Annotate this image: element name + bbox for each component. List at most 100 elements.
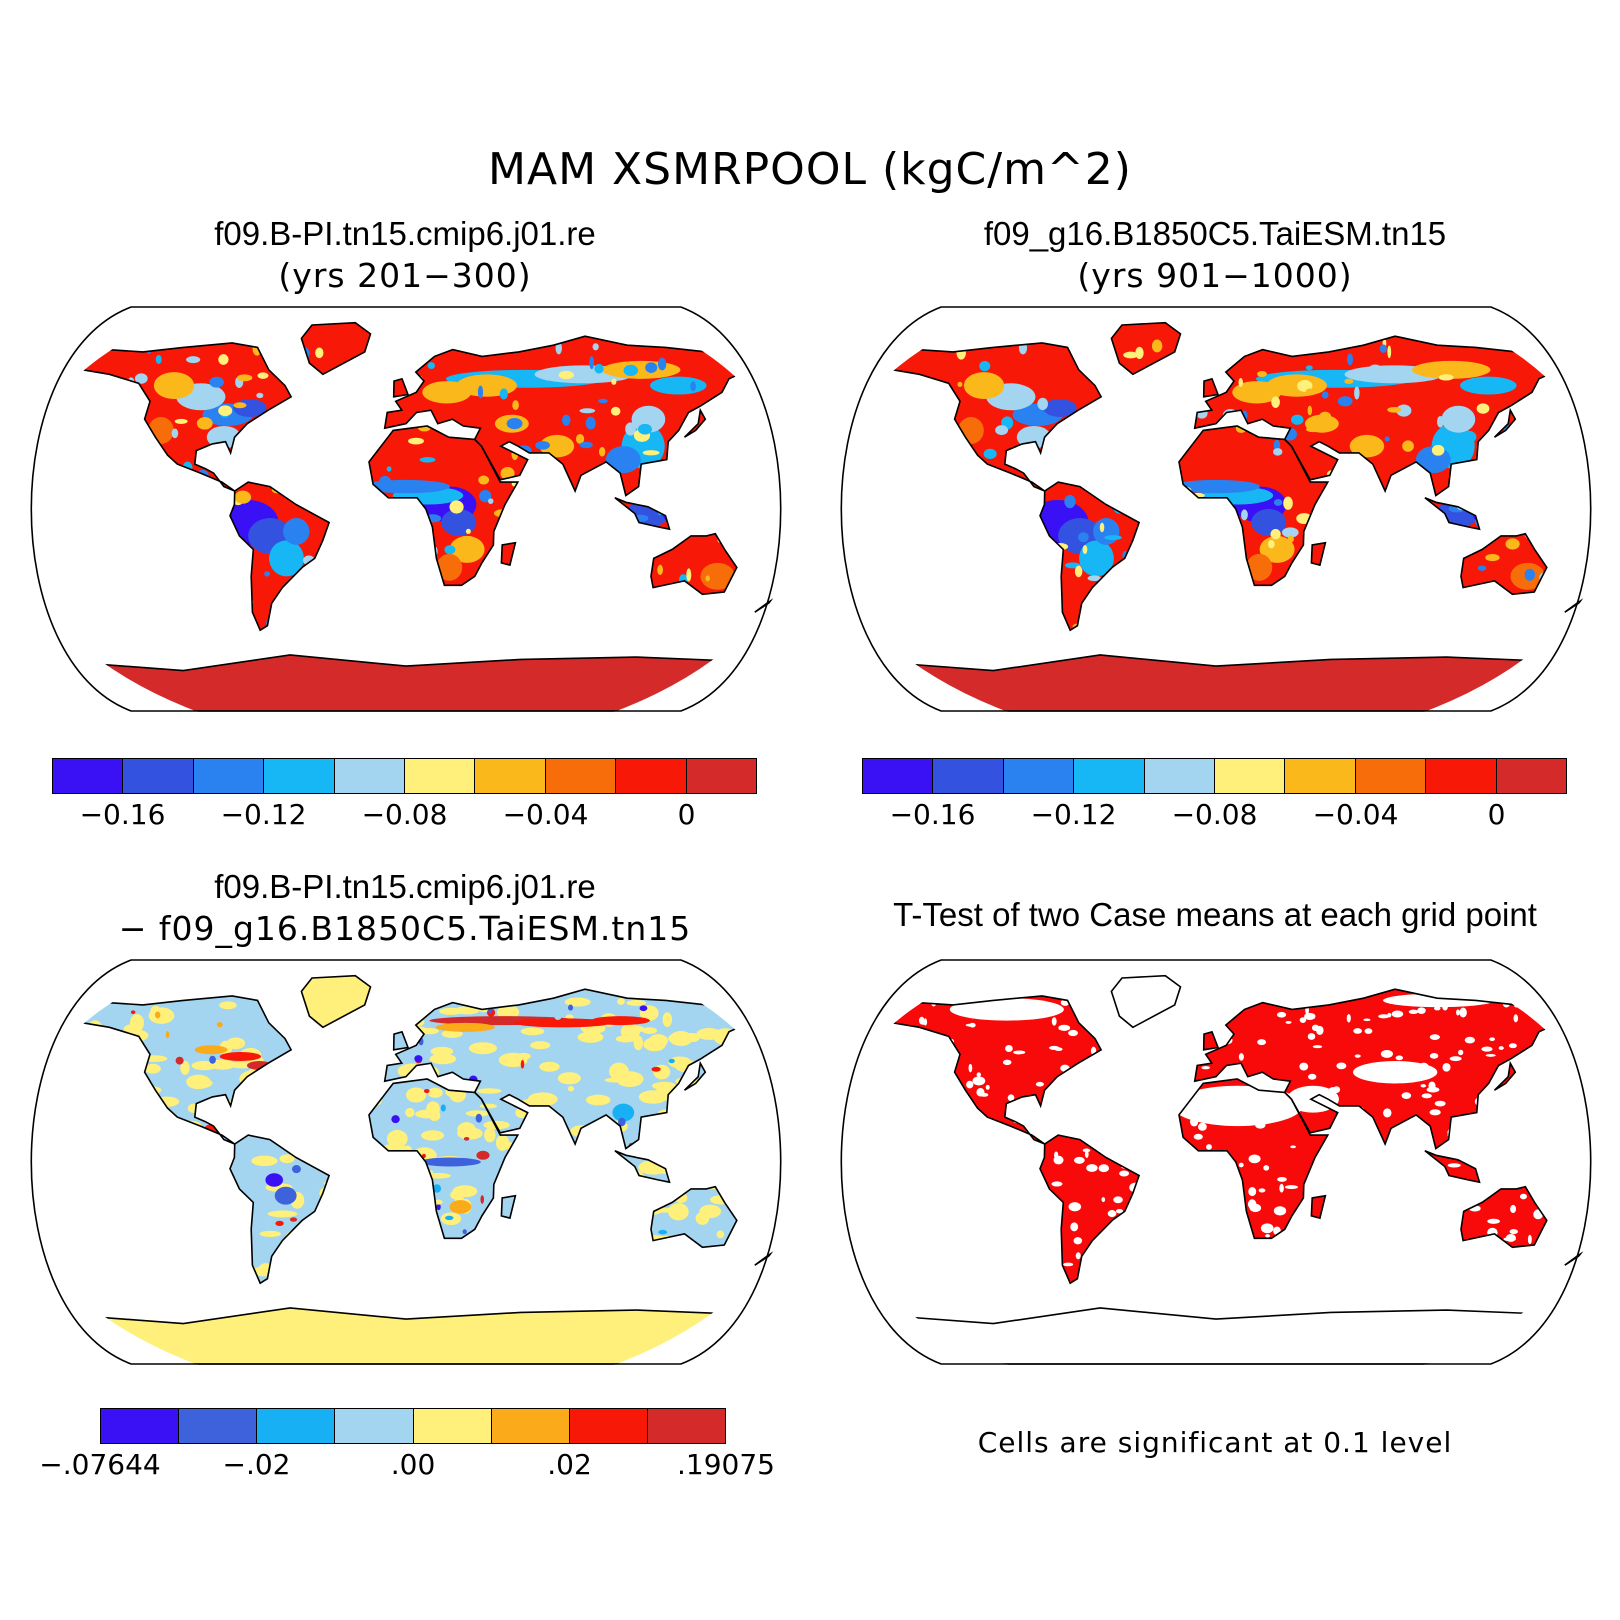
field-speckle <box>1291 339 1305 351</box>
insignificant-cell <box>972 1076 986 1086</box>
field-speckle <box>1412 625 1427 637</box>
insignificant-cell <box>1404 1179 1416 1183</box>
insignificant-cell <box>1070 1109 1078 1114</box>
insignificant-cell <box>1043 1218 1055 1223</box>
field-speckle <box>196 1166 214 1179</box>
field-speckle <box>278 1063 305 1078</box>
insignificant-cell <box>954 1010 963 1015</box>
insignificant-cell <box>1522 1106 1530 1111</box>
field-speckle <box>69 1233 94 1242</box>
insignificant-cell <box>1042 1198 1048 1208</box>
field-speckle <box>178 1171 188 1180</box>
field-speckle <box>356 379 366 393</box>
field-speckle <box>284 1135 294 1143</box>
insignificant-cell <box>1148 1093 1157 1102</box>
field-speckle <box>1011 573 1022 580</box>
field-speckle <box>181 572 190 580</box>
field-speckle <box>165 1030 170 1039</box>
field-speckle <box>273 1278 297 1285</box>
field-speckle <box>579 441 593 449</box>
field-speckle <box>1347 468 1360 474</box>
field-speckle <box>217 612 223 619</box>
insignificant-cell <box>1573 1156 1586 1161</box>
field-speckle <box>42 457 50 470</box>
field-speckle <box>1574 493 1585 504</box>
insignificant-cell <box>1130 1067 1138 1076</box>
field-speckle <box>406 1235 433 1241</box>
field-speckle <box>376 622 383 628</box>
field-region <box>963 372 1005 400</box>
coastline <box>650 532 738 596</box>
field-speckle <box>1387 406 1402 413</box>
field-speckle <box>144 1063 161 1074</box>
field-speckle <box>1436 415 1444 428</box>
field-speckle <box>364 1231 378 1242</box>
map-frame <box>30 306 782 712</box>
insignificant-cell <box>878 1163 887 1170</box>
insignificant-cell <box>1284 1185 1298 1190</box>
insignificant-cell <box>1513 1090 1520 1094</box>
insignificant-cell <box>1098 1164 1110 1173</box>
colorbar-tick-label: .19075 <box>677 1448 775 1481</box>
insignificant-cell <box>963 1247 975 1251</box>
insignificant-cell <box>1309 1227 1319 1231</box>
field-speckle <box>115 1133 127 1147</box>
field-speckle <box>1402 440 1414 452</box>
field-speckle <box>1403 590 1421 598</box>
field-speckle <box>452 1185 478 1198</box>
insignificant-cell <box>1240 1116 1250 1126</box>
field-speckle <box>1292 581 1303 594</box>
field-region <box>1251 509 1287 536</box>
insignificant-cell <box>1516 1122 1522 1130</box>
insignificant-cell <box>1285 1020 1292 1024</box>
map-case1-mean <box>30 306 782 712</box>
colorbar-bottom-left <box>100 1408 726 1444</box>
field-region <box>1349 434 1385 458</box>
insignificant-cell <box>950 1115 955 1122</box>
field-speckle <box>97 554 111 566</box>
insignificant-cell <box>1259 1113 1266 1122</box>
field-speckle <box>1540 512 1554 520</box>
field-speckle <box>321 1052 341 1070</box>
insignificant-cell <box>1190 1099 1200 1109</box>
field-speckle <box>429 987 448 1005</box>
insignificant-cell <box>1481 1046 1493 1052</box>
field-region <box>194 1045 228 1055</box>
insignificant-cell <box>1119 1170 1130 1177</box>
field-speckle <box>418 1230 437 1239</box>
insignificant-cell <box>1417 1281 1429 1288</box>
insignificant-cell <box>1442 1062 1451 1072</box>
insignificant-cell <box>1145 1234 1152 1244</box>
land-japan <box>1494 1063 1516 1091</box>
field-speckle <box>1238 378 1243 387</box>
insignificant-cell <box>1279 1183 1284 1193</box>
field-speckle <box>735 1035 759 1049</box>
field-speckle <box>80 551 96 561</box>
insignificant-cell <box>1227 1211 1234 1216</box>
field-speckle <box>518 376 528 383</box>
field-speckle <box>70 1145 99 1152</box>
insignificant-cell <box>1557 1239 1564 1243</box>
insignificant-cell <box>1104 1078 1111 1082</box>
field-speckle <box>279 1154 295 1164</box>
field-speckle <box>1012 603 1021 617</box>
field-speckle <box>124 433 138 444</box>
field-speckle <box>1176 405 1189 415</box>
field-speckle <box>282 414 290 421</box>
field-speckle <box>546 614 554 624</box>
field-speckle <box>642 450 660 456</box>
field-speckle <box>322 1134 353 1152</box>
coastline <box>392 377 410 398</box>
field-speckle <box>1130 557 1142 567</box>
field-speckle <box>43 1215 56 1222</box>
field-speckle <box>713 1028 738 1046</box>
insignificant-cell <box>1025 1258 1030 1262</box>
field-speckle <box>34 1142 39 1151</box>
field-speckle <box>98 1147 129 1161</box>
field-speckle <box>503 1228 534 1234</box>
field-speckle <box>608 1062 629 1081</box>
field-speckle <box>985 337 993 347</box>
field-speckle <box>115 379 125 393</box>
land-uk <box>1203 1031 1218 1050</box>
field-speckle <box>1305 365 1313 371</box>
